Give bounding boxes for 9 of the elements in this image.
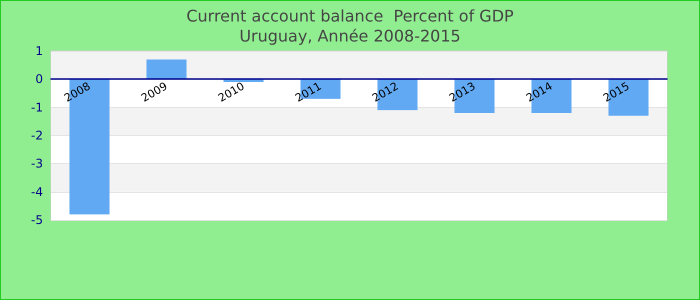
- y-tick-label: 1: [35, 44, 43, 58]
- y-tick-label: -1: [31, 100, 43, 114]
- y-tick-label: -5: [31, 213, 43, 227]
- chart-title: Current account balance Percent of GDP: [186, 6, 514, 26]
- y-tick-label: -4: [31, 184, 43, 199]
- y-tick-label: -2: [31, 128, 43, 142]
- y-tick-label: 0: [35, 72, 43, 86]
- chart-subtitle: Uruguay, Année 2008-2015: [239, 26, 461, 46]
- y-tick-label: -3: [31, 156, 43, 171]
